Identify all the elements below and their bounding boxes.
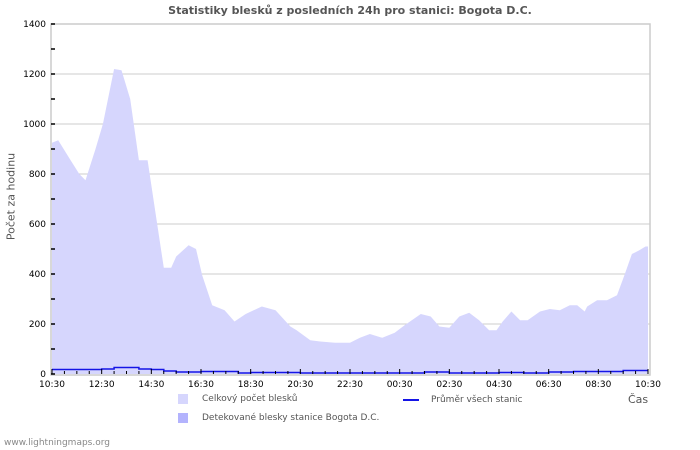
- svg-text:14:30: 14:30: [138, 380, 164, 390]
- svg-text:1400: 1400: [23, 20, 46, 30]
- legend-label-total: Celkový počet blesků: [202, 394, 298, 404]
- y-axis-ticks: 0 200 400 600 800 1000 1200 1400: [23, 20, 55, 380]
- svg-text:20:30: 20:30: [287, 380, 313, 390]
- legend-item-detected: Detekované blesky stanice Bogota D.C.: [178, 413, 379, 423]
- svg-text:10:30: 10:30: [39, 380, 65, 390]
- svg-text:02:30: 02:30: [436, 380, 462, 390]
- legend-item-total: Celkový počet blesků: [178, 394, 297, 404]
- x-axis-ticks: 10:30 12:30 14:30 16:30 18:30 20:30 22:30 00:30…: [39, 369, 661, 390]
- legend-item-average: Průměr všech stanic: [403, 395, 523, 405]
- svg-text:08:30: 08:30: [585, 380, 611, 390]
- x-axis-label: Čas: [628, 393, 649, 406]
- svg-text:1000: 1000: [23, 120, 46, 130]
- svg-text:04:30: 04:30: [486, 380, 512, 390]
- legend-swatch-total: [178, 394, 188, 404]
- svg-text:16:30: 16:30: [188, 380, 214, 390]
- legend-line-average: [403, 399, 419, 401]
- svg-text:18:30: 18:30: [238, 380, 264, 390]
- legend-swatch-detected: [178, 413, 188, 423]
- svg-text:200: 200: [29, 320, 46, 330]
- svg-text:06:30: 06:30: [536, 380, 562, 390]
- legend-label-average: Průměr všech stanic: [431, 395, 523, 405]
- footer-link[interactable]: www.lightningmaps.org: [4, 438, 110, 448]
- svg-text:600: 600: [29, 220, 46, 230]
- svg-text:400: 400: [29, 270, 46, 280]
- svg-text:800: 800: [29, 170, 46, 180]
- svg-text:12:30: 12:30: [89, 380, 115, 390]
- svg-text:10:30: 10:30: [635, 380, 661, 390]
- svg-text:0: 0: [40, 370, 46, 380]
- y-axis-label: Počet za hodinu: [4, 152, 18, 241]
- total-strikes-area: [52, 69, 648, 374]
- svg-text:22:30: 22:30: [337, 380, 363, 390]
- svg-text:00:30: 00:30: [387, 380, 413, 390]
- legend-label-detected: Detekované blesky stanice Bogota D.C.: [202, 413, 380, 423]
- chart-title: Statistiky blesků z posledních 24h pro s…: [168, 4, 532, 17]
- svg-text:1200: 1200: [23, 70, 46, 80]
